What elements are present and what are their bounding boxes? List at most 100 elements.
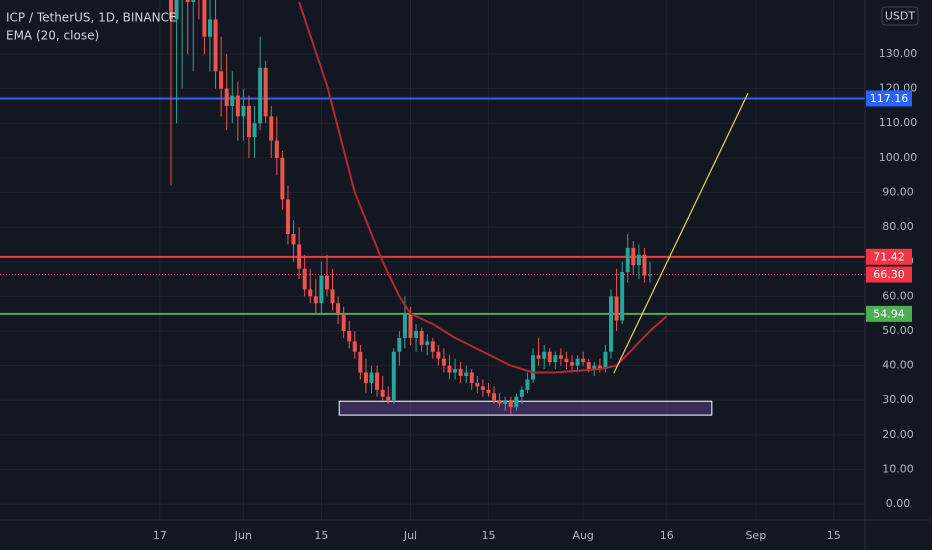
candle-body — [397, 337, 402, 352]
candle-body — [620, 272, 625, 321]
candle-body — [508, 400, 513, 408]
candle-body — [592, 365, 597, 370]
price-tag — [866, 248, 912, 265]
candle-body — [441, 358, 446, 366]
candle-body — [414, 330, 419, 338]
candle-body — [480, 386, 485, 390]
candle-body — [475, 382, 480, 387]
candle-body — [603, 351, 608, 370]
symbol-title: ICP / TetherUS, 1D, BINANCE — [6, 11, 177, 25]
candle-body — [219, 71, 224, 89]
candle-body — [525, 379, 530, 390]
y-tick-label: 100.00 — [879, 151, 918, 164]
candle-body — [542, 351, 547, 359]
candle-body — [352, 341, 357, 352]
candle-body — [586, 362, 591, 370]
candle-body — [503, 400, 508, 404]
y-tick-label: 40.00 — [882, 359, 914, 372]
candle-body — [447, 365, 452, 373]
currency-box[interactable] — [881, 6, 919, 26]
candle-body — [514, 396, 519, 408]
x-tick-label: 15 — [314, 529, 328, 542]
candle-body — [648, 274, 653, 276]
price-tag-label: 54.94 — [873, 307, 905, 320]
y-tick-label: 10.00 — [882, 462, 914, 475]
candle-body — [631, 247, 636, 266]
candle-body — [547, 351, 552, 363]
y-tick-label: 90.00 — [882, 185, 914, 198]
price-tag — [866, 266, 912, 283]
candle-body — [174, 0, 179, 20]
x-tick-label: 16 — [660, 529, 674, 542]
candle-body — [297, 244, 302, 269]
candle-body — [285, 199, 290, 235]
candle-body — [386, 396, 391, 401]
candle-body — [230, 95, 235, 106]
x-tick-label: Jun — [234, 529, 252, 542]
x-tick-label: Jul — [403, 529, 417, 542]
candle-body — [486, 389, 491, 394]
candle-body — [246, 105, 251, 138]
candle-body — [263, 67, 268, 117]
candle-body — [614, 296, 619, 321]
candle-body — [419, 330, 424, 345]
y-tick-label: 50.00 — [882, 324, 914, 337]
grid — [0, 0, 865, 520]
candle-body — [464, 372, 469, 376]
candle-body — [191, 0, 196, 3]
y-tick-label: 80.00 — [882, 220, 914, 233]
candle-body — [280, 157, 285, 200]
candle-body — [558, 355, 563, 359]
x-tick-label: 15 — [481, 529, 495, 542]
candle-body — [469, 372, 474, 383]
y-tick-label: 0.00 — [886, 497, 911, 510]
candle-body — [375, 372, 380, 390]
candle-body — [319, 275, 324, 304]
plot-area — [0, 0, 865, 416]
candle-body — [458, 369, 463, 376]
candle-body — [185, 0, 190, 3]
candle-body — [536, 355, 541, 359]
candle-body — [492, 393, 497, 401]
candle-body — [402, 313, 407, 338]
candle-body — [207, 19, 212, 37]
candle-body — [369, 372, 374, 383]
y-tick-label: 20.00 — [882, 428, 914, 441]
candle-body — [564, 358, 569, 363]
candle-body — [519, 389, 524, 397]
candle-body — [570, 362, 575, 366]
candle-body — [391, 351, 396, 401]
candle-body — [347, 330, 352, 342]
candle-body — [274, 140, 279, 158]
candle-body — [235, 95, 240, 117]
indicator-label: EMA (20, close) — [6, 29, 99, 43]
price-tag — [866, 90, 912, 107]
price-tag — [866, 305, 912, 322]
candle-body — [341, 313, 346, 331]
candle-body — [302, 268, 307, 290]
x-tick-label: Aug — [572, 529, 593, 542]
y-tick-label: 60.00 — [882, 289, 914, 302]
y-tick-label: 30.00 — [882, 393, 914, 406]
candle-body — [168, 0, 173, 20]
x-tick-label: 15 — [827, 529, 841, 542]
candle-body — [252, 123, 257, 138]
candle-body — [581, 358, 586, 363]
candle-body — [430, 341, 435, 352]
candle-body — [625, 247, 630, 273]
candle-body — [436, 351, 441, 359]
x-tick-label: 17 — [153, 529, 167, 542]
candle-body — [531, 355, 536, 380]
candle-body — [324, 275, 329, 290]
candle-body — [425, 341, 430, 345]
candle-body — [330, 289, 335, 304]
currency-label[interactable]: USDT — [885, 10, 916, 23]
candle-body — [575, 358, 580, 366]
y-tick-label: 130.00 — [879, 47, 918, 60]
candle-body — [497, 400, 502, 404]
candle-body — [553, 355, 558, 363]
price-tag-label: 71.42 — [873, 250, 905, 263]
axes: 0.0010.0020.0030.0040.0050.0060.0070.008… — [153, 47, 917, 542]
candle-body — [213, 19, 218, 72]
